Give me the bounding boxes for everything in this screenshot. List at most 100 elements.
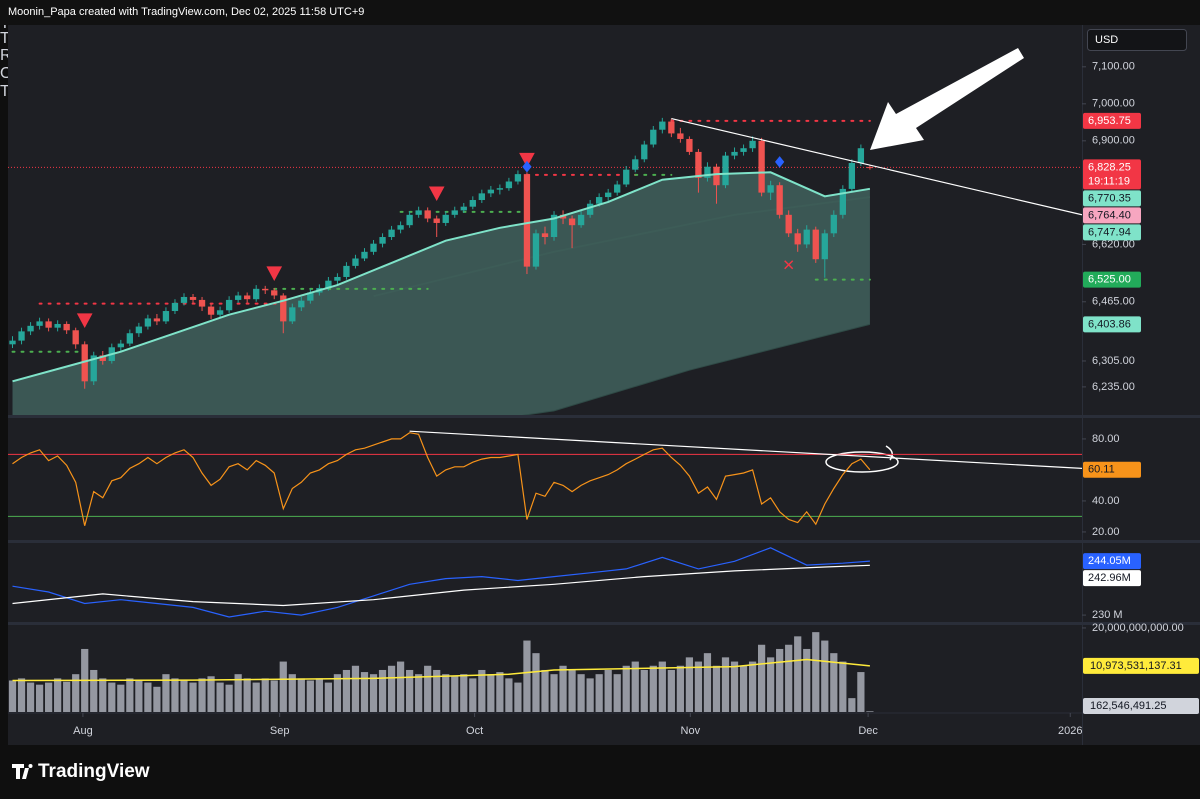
logo-mark [12,764,33,779]
volume-bar [261,678,269,712]
volume-bar [685,657,694,712]
candle-body [442,214,449,223]
volume-bar [730,661,739,712]
volume-bar [460,674,468,712]
candle-body [298,300,305,308]
candle-body [90,355,97,382]
volume-bar [866,711,874,712]
candle-body [262,288,269,291]
volume-bar [189,682,197,712]
candle-body [117,343,124,348]
candle-body [289,307,296,322]
volume-bar [99,678,107,712]
candle-body [830,214,837,234]
y-tick-label: 20.00 [1092,526,1120,538]
candle-body [776,185,783,215]
y-tick-label: 6,620.00 [1092,238,1135,250]
candle-body [126,333,133,344]
y-tick-label: 80.00 [1092,433,1120,445]
volume-bar [162,674,170,712]
volume-bar [794,636,802,712]
candle-body [487,189,495,194]
volume-bar [144,682,152,712]
candle-body [722,155,729,186]
volume-bar [640,669,648,712]
candle-body [144,318,152,327]
candle-body [514,174,522,182]
candle-body [821,233,828,260]
countdown: 19:11:19 [1088,175,1130,187]
volume-bar [830,653,838,712]
currency[interactable]: USD [1095,34,1118,46]
price-label-box [1083,570,1141,587]
candle-body [180,296,188,303]
price-label-box [1083,316,1141,333]
price-label: 10,973,531,137.31 [1090,660,1182,672]
volume-bar [694,661,703,712]
volume-bar [351,665,360,712]
pane [8,430,1082,526]
price-label-box [1083,698,1199,714]
volume-bar [748,661,757,712]
candle-body [81,344,88,382]
price-label: 6,403.86 [1088,318,1131,330]
candle-body [785,214,792,234]
candle-body [857,148,865,164]
volume-bar [342,669,351,712]
currency-box[interactable] [1087,29,1187,51]
candle-body [704,166,711,178]
candle-body [225,299,233,311]
tbo-fast-line [12,171,871,383]
y-tick-label: 230 M [1092,609,1123,621]
candle-body [749,140,756,149]
volume-bar [63,681,71,712]
candle-body [668,121,675,134]
candle-body [451,210,458,215]
volume-bar [171,678,179,712]
volume-bar [54,678,62,712]
volume-bar [667,669,675,712]
candle-body [271,290,278,296]
candle-body [505,181,513,189]
volume-bar [90,669,98,712]
volume-bar [26,682,35,712]
price-label-box [1083,224,1141,241]
candle-body [595,197,603,204]
candle-body [460,206,467,211]
volume-bar [378,669,387,712]
volume-bar [333,674,342,712]
volume-bar [785,644,793,712]
y-tick-label: 40.00 [1092,495,1120,507]
volume-bar [270,680,278,712]
volume-bar [288,674,296,712]
logo-text: TradingView [38,761,150,782]
trendline [409,430,1082,469]
volume-bar [604,669,612,712]
candle-body [153,318,161,322]
volume-bar [712,665,721,712]
header-bar [0,0,1200,25]
candle-body [406,214,413,226]
volume-bar [216,682,224,712]
volume-bar [315,678,323,712]
candle-body [839,188,846,215]
x-tick-label: 2026 [1058,725,1082,737]
volume-bar [721,657,730,712]
volume-bar [324,682,333,712]
y-tick-label: 6,305.00 [1092,355,1135,367]
candle-body [686,138,693,152]
volume-bar [8,680,17,712]
volume-bar [848,698,856,712]
volume-bar [631,661,639,712]
volume-bar [17,678,26,712]
volume-bar [478,669,486,712]
x-tick-label: Aug [73,725,93,737]
obv-line [12,564,870,607]
volume-bar [622,665,630,712]
obv-line [12,547,870,618]
candle-body [280,295,287,322]
volume-bar [767,657,775,712]
candle-body [469,200,476,207]
price-label: 6,747.94 [1088,226,1131,238]
volume-bar [117,684,125,712]
